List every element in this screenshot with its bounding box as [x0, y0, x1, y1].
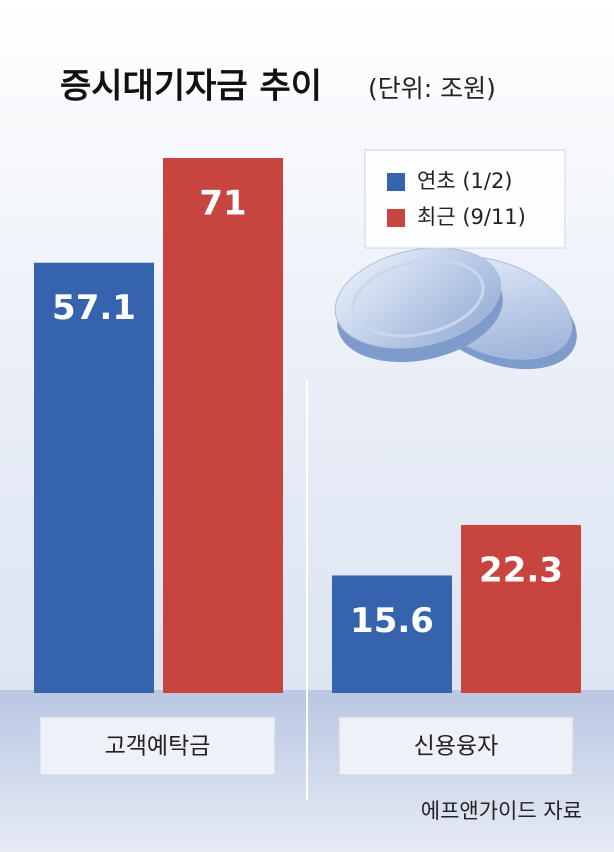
category-box [39, 716, 276, 776]
value-label: 22.3 [479, 550, 563, 590]
value-label: 15.6 [350, 601, 434, 641]
bar [34, 262, 154, 693]
bar [461, 524, 581, 693]
legend [364, 149, 566, 249]
category-box [338, 716, 574, 776]
chart-title: 증시대기자금 추이 [60, 67, 322, 107]
value-label: 57.1 [52, 288, 136, 328]
value-label: 71 [199, 184, 246, 224]
x-tick-label: 고객예탁금 [105, 734, 211, 760]
x-tick-label: 신용융자 [414, 734, 499, 760]
bar [332, 575, 452, 693]
coins [334, 247, 577, 370]
legend-label: 최근 (9/11) [417, 205, 526, 229]
legend-swatch [387, 209, 405, 227]
chart-subtitle: (단위: 조원) [368, 74, 496, 103]
source: 에프앤가이드 자료 [421, 799, 582, 823]
bar [163, 158, 283, 693]
legend-swatch [387, 173, 405, 191]
legend-label: 연초 (1/2) [417, 169, 513, 193]
